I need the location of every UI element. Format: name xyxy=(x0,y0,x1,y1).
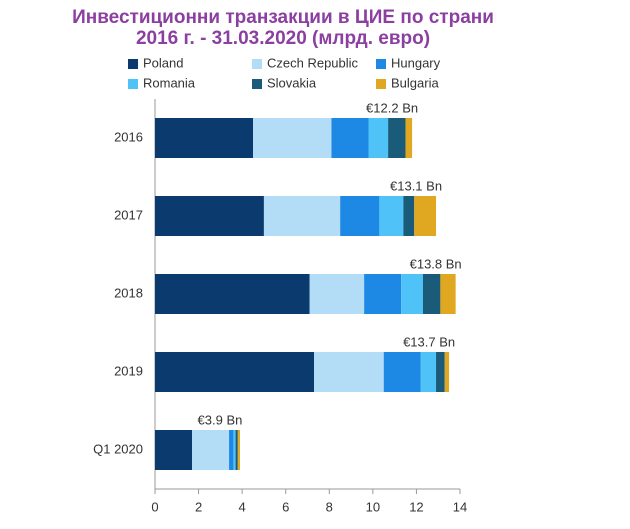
total-label: €13.8 Bn xyxy=(410,256,462,271)
legend-swatch xyxy=(128,79,138,89)
legend-label: Slovakia xyxy=(267,75,317,90)
legend-swatch xyxy=(376,59,386,69)
total-label: €3.9 Bn xyxy=(198,412,243,427)
bar-segment xyxy=(364,274,402,314)
legend-swatch xyxy=(252,59,262,69)
x-tick-label: 14 xyxy=(453,499,467,514)
legend-swatch xyxy=(252,79,262,89)
y-tick-label: 2017 xyxy=(114,207,143,222)
bar-segment xyxy=(155,118,254,158)
legend-swatch xyxy=(128,59,138,69)
x-tick-label: 8 xyxy=(326,499,333,514)
bar-segment xyxy=(405,118,413,158)
bar-segment xyxy=(403,196,415,236)
legend-swatch xyxy=(376,79,386,89)
bar-segment xyxy=(331,118,369,158)
total-label: €12.2 Bn xyxy=(366,100,418,115)
bar-segment xyxy=(420,352,437,392)
legend-label: Poland xyxy=(143,55,183,70)
bar-segment xyxy=(444,352,450,392)
bar-segment xyxy=(440,274,456,314)
legend-label: Romania xyxy=(143,75,196,90)
x-tick-label: 4 xyxy=(239,499,246,514)
y-tick-label: 2019 xyxy=(114,363,143,378)
legend-label: Czech Republic xyxy=(267,55,359,70)
bar-segment xyxy=(401,274,423,314)
bar-segment xyxy=(383,352,421,392)
bar-segment xyxy=(379,196,404,236)
bar-segment xyxy=(155,196,264,236)
bar-segment xyxy=(237,430,240,470)
bar-segment xyxy=(229,430,234,470)
bar-segment xyxy=(388,118,406,158)
bar-segment xyxy=(233,430,236,470)
bar-segment xyxy=(436,352,445,392)
chart-subtitle: 2016 г. - 31.03.2020 (млрд. евро) xyxy=(136,28,430,49)
chart-title: Инвестиционни транзакции в ЦИЕ по страни xyxy=(72,7,494,28)
bar-segment xyxy=(155,430,193,470)
y-tick-label: 2016 xyxy=(114,129,143,144)
bar-segment xyxy=(422,274,441,314)
bar-segment xyxy=(340,196,380,236)
total-label: €13.7 Bn xyxy=(403,334,455,349)
legend-label: Bulgaria xyxy=(391,75,439,90)
x-tick-label: 12 xyxy=(409,499,423,514)
bar-segment xyxy=(155,352,315,392)
bar-segment xyxy=(235,430,238,470)
x-tick-label: 6 xyxy=(282,499,289,514)
x-tick-label: 10 xyxy=(366,499,380,514)
bar-segment xyxy=(368,118,389,158)
bar-segment xyxy=(192,430,230,470)
bar-segment xyxy=(253,118,332,158)
bar-segment xyxy=(314,352,384,392)
bar-segment xyxy=(155,274,310,314)
bar-segment xyxy=(309,274,365,314)
x-tick-label: 2 xyxy=(195,499,202,514)
y-tick-label: 2018 xyxy=(114,285,143,300)
y-tick-label: Q1 2020 xyxy=(93,441,143,456)
bar-segment xyxy=(263,196,341,236)
legend-label: Hungary xyxy=(391,55,441,70)
bar-segment xyxy=(414,196,437,236)
x-tick-label: 0 xyxy=(151,499,158,514)
total-label: €13.1 Bn xyxy=(390,178,442,193)
